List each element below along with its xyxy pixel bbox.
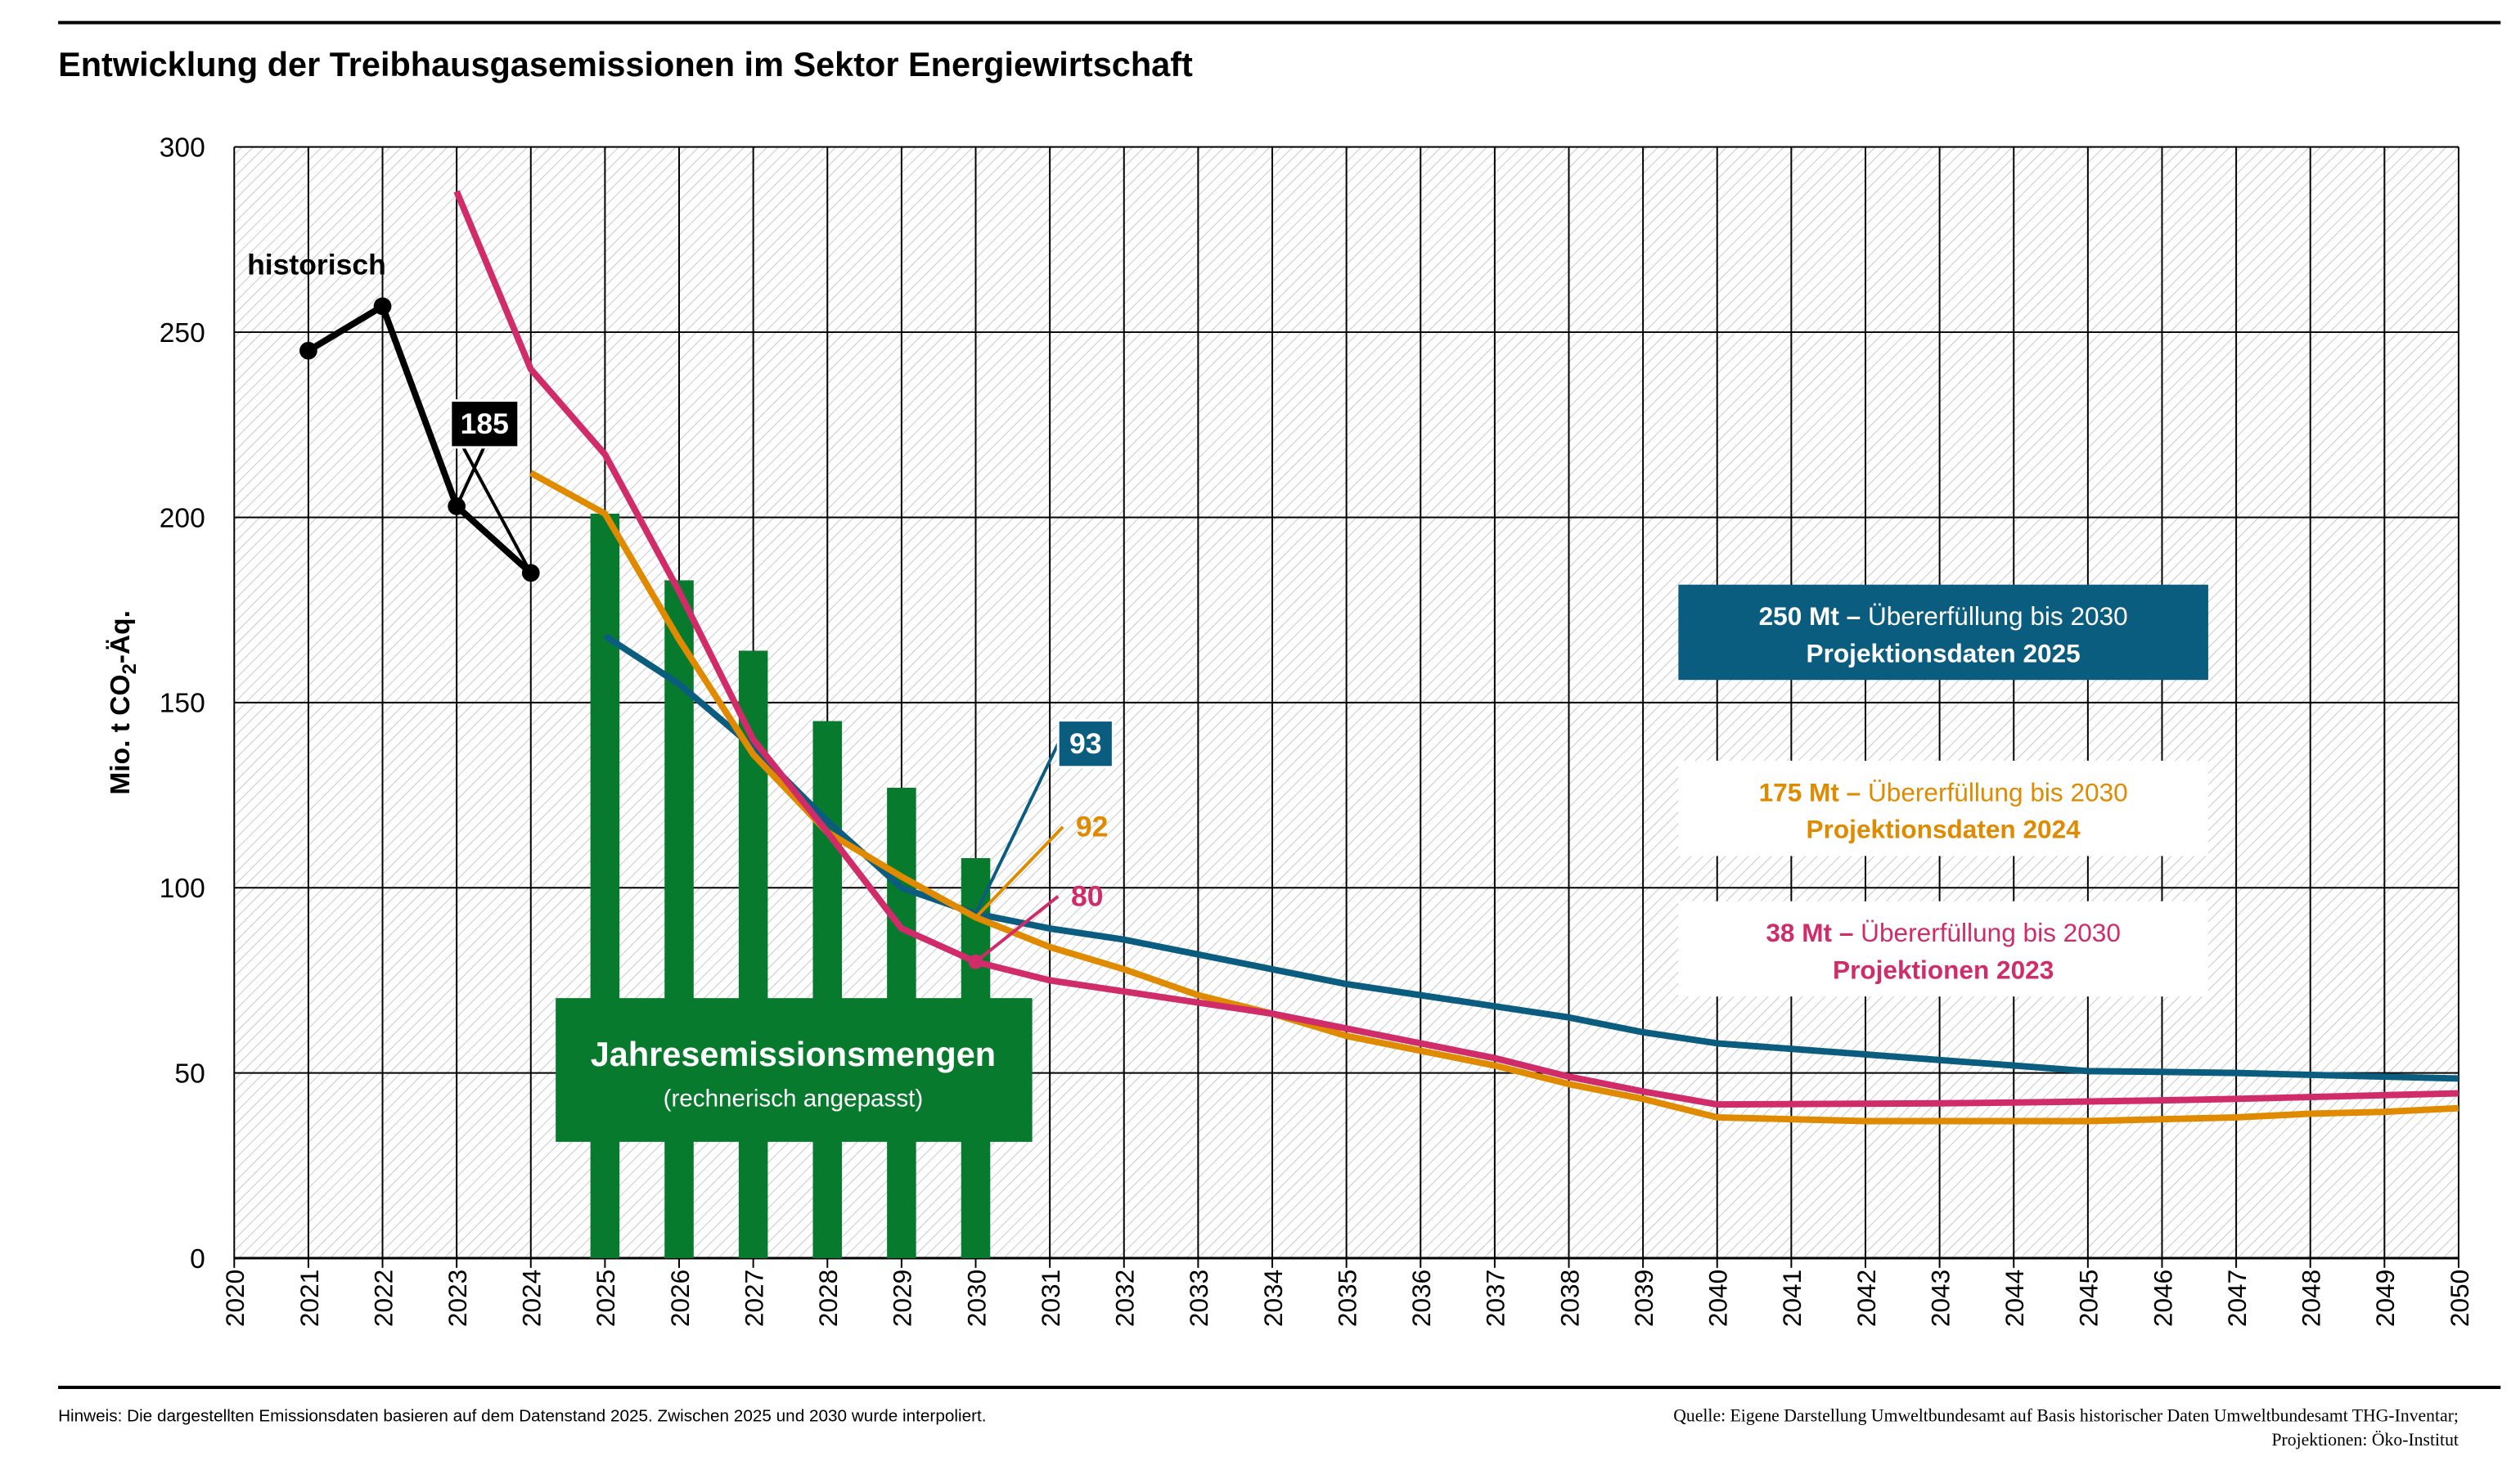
x-tick-label: 2027 (739, 1270, 768, 1327)
x-tick-label: 2025 (591, 1270, 620, 1327)
x-tick-label: 2037 (1481, 1270, 1510, 1327)
callout-box (1056, 719, 1114, 769)
x-tick-label: 2030 (961, 1270, 991, 1327)
source: Projektionen: Öko-Institut (2272, 1430, 2459, 1450)
y-label-sub: 2 (119, 663, 141, 674)
info-text: Übererfüllung bis 2030 (1853, 918, 2121, 947)
y-tick-label: 50 (174, 1059, 205, 1089)
series-line (529, 470, 2459, 1125)
bar-legend-box (556, 998, 1033, 1142)
x-tick-label: 2045 (2074, 1270, 2104, 1327)
info-line: 175 Mt – Übererfüllung bis 2030 (1759, 777, 2128, 807)
y-tick-label: 150 (160, 689, 205, 719)
x-tick-label: 2043 (1925, 1270, 1955, 1327)
y-label-suffix: -Äq. (106, 610, 136, 663)
y-tick-label: 250 (160, 318, 205, 348)
x-tick-label: 2028 (813, 1270, 843, 1327)
point (299, 341, 317, 360)
info-amount: 250 Mt – (1759, 601, 1861, 631)
x-tick-label: 2042 (1852, 1270, 1881, 1327)
info-amount: 38 Mt – (1766, 918, 1853, 947)
x-tick-label: 2039 (1629, 1270, 1658, 1327)
x-tick-label: 2029 (888, 1270, 917, 1327)
callout-leader (455, 445, 487, 507)
source: Quelle: Eigene Darstellung Umweltbundesa… (1673, 1405, 2459, 1425)
data-label: 185 (461, 407, 509, 440)
x-tick-label: 2032 (1110, 1270, 1140, 1327)
x-tick-label: 2049 (2370, 1270, 2400, 1327)
x-tick-label: 2035 (1332, 1270, 1361, 1327)
x-tick-label: 2036 (1406, 1270, 1436, 1327)
x-tick-label: 2020 (220, 1270, 250, 1327)
point (373, 297, 392, 316)
info-box (1678, 901, 2208, 997)
data-label: 93 (1069, 727, 1102, 760)
x-tick-label: 2034 (1258, 1270, 1288, 1327)
y-axis-label: Mio. t CO2-Äq. (106, 610, 141, 795)
x-tick-label: 2047 (2222, 1270, 2252, 1327)
x-tick-label: 2048 (2297, 1270, 2326, 1327)
y-label-main: Mio. t CO (106, 674, 136, 794)
series-line (603, 633, 2459, 1082)
x-tick-label: 2023 (443, 1270, 472, 1327)
data-label: 80 (1071, 880, 1104, 913)
x-tick-label: 2022 (368, 1270, 398, 1327)
bar-legend-title: Jahresemissionsmengen (591, 1035, 996, 1073)
callout-leader (974, 825, 1064, 919)
info-line: 38 Mt – Übererfüllung bis 2030 (1766, 918, 2121, 947)
chart-title: Entwicklung der Treibhausgasemissionen i… (58, 45, 1193, 83)
x-tick-label: 2021 (295, 1270, 324, 1327)
point (968, 954, 983, 969)
x-tick-label: 2024 (517, 1270, 547, 1327)
info-text: Übererfüllung bis 2030 (1861, 601, 2128, 631)
plot: 0 50 100 150 200 250 300 2020 2021 2022 2023 2024 20… (160, 133, 2474, 1328)
bar-legend-note: (rechnerisch angepasst) (664, 1085, 924, 1112)
info-line: 250 Mt – Übererfüllung bis 2030 (1759, 601, 2128, 631)
y-tick-label: 300 (160, 133, 205, 164)
bar (590, 513, 620, 1259)
footnote: Hinweis: Die dargestellten Emissionsdate… (58, 1406, 986, 1425)
legend-entry: Projektionen 2023 (1833, 955, 2054, 984)
info-text: Übererfüllung bis 2030 (1861, 777, 2128, 807)
series-line (306, 303, 533, 576)
x-tick-label: 2038 (1555, 1270, 1584, 1327)
callout-leader (974, 895, 1060, 964)
y-tick-label: 0 (190, 1244, 205, 1274)
info-amount: 175 Mt – (1759, 777, 1861, 807)
info-box (1678, 584, 2208, 681)
bar (812, 721, 843, 1259)
x-tick-label: 2050 (2445, 1270, 2474, 1327)
data-label: 92 (1076, 811, 1109, 843)
legend-entry: Projektionsdaten 2024 (1807, 815, 2081, 844)
series-label: historisch (247, 249, 386, 281)
x-tick-label: 2033 (1184, 1270, 1213, 1327)
callout-box (449, 399, 520, 449)
legend-entry: Projektionsdaten 2025 (1807, 638, 2081, 668)
x-tick-label: 2046 (2148, 1270, 2177, 1327)
series-line (453, 190, 2459, 1108)
x-tick-label: 2031 (1036, 1270, 1065, 1327)
x-tick-label: 2026 (665, 1270, 695, 1327)
callout-leader (449, 423, 533, 574)
y-tick-label: 100 (160, 874, 205, 904)
y-tick-label: 200 (160, 503, 205, 533)
callout-leader (974, 743, 1060, 915)
x-tick-label: 2040 (1703, 1270, 1733, 1327)
info-box (1678, 760, 2208, 856)
x-tick-label: 2044 (2000, 1270, 2029, 1327)
x-tick-label: 2041 (1777, 1270, 1807, 1327)
